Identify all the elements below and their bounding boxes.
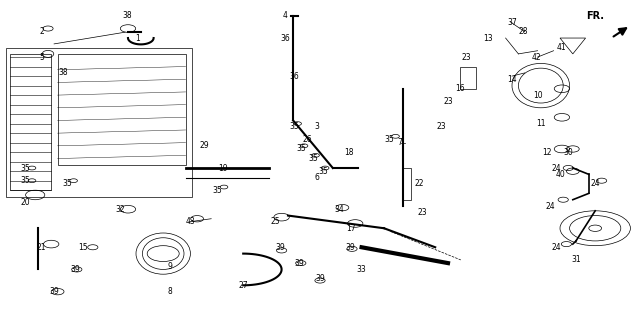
Text: 18: 18: [344, 148, 353, 157]
Text: 9: 9: [167, 262, 172, 271]
Text: 1: 1: [135, 34, 140, 42]
Text: 20: 20: [20, 198, 31, 207]
Text: 27: 27: [238, 281, 248, 290]
Text: 30: 30: [563, 148, 573, 157]
Text: 39: 39: [315, 275, 325, 283]
Text: 42: 42: [531, 53, 541, 61]
Text: 26: 26: [302, 135, 312, 144]
Text: 24: 24: [545, 202, 556, 210]
Bar: [58, 54, 186, 165]
Text: 35: 35: [212, 186, 223, 195]
Text: 40: 40: [555, 170, 565, 179]
Text: 29: 29: [200, 141, 210, 150]
Text: 24: 24: [552, 243, 562, 252]
Text: 35: 35: [20, 176, 31, 185]
Text: 35: 35: [296, 145, 306, 153]
Text: 2: 2: [39, 27, 44, 36]
Text: 41: 41: [557, 43, 567, 52]
Text: 32: 32: [115, 205, 125, 214]
Text: 37: 37: [507, 18, 517, 27]
Text: 17: 17: [346, 224, 356, 233]
Text: 21: 21: [37, 243, 46, 252]
Text: 39: 39: [49, 287, 60, 296]
Text: FR.: FR.: [586, 11, 604, 21]
Text: 19: 19: [218, 164, 228, 172]
Text: 7: 7: [397, 138, 403, 147]
Text: 5: 5: [39, 53, 44, 61]
Text: 28: 28: [519, 27, 528, 36]
Bar: [6, 48, 192, 197]
Text: 35: 35: [289, 122, 300, 131]
Text: 23: 23: [417, 208, 428, 217]
Text: 10: 10: [532, 91, 543, 100]
Text: 14: 14: [507, 75, 517, 84]
Text: 39: 39: [70, 265, 81, 274]
Text: 35: 35: [20, 164, 31, 172]
Text: 34: 34: [334, 205, 344, 214]
Text: 24: 24: [590, 179, 600, 188]
Text: 36: 36: [280, 34, 290, 42]
Text: 25: 25: [270, 217, 280, 226]
Text: 36: 36: [289, 72, 300, 81]
Text: 39: 39: [346, 243, 356, 252]
Text: 13: 13: [483, 34, 493, 42]
Text: 35: 35: [308, 154, 319, 163]
Text: 16: 16: [454, 84, 465, 93]
Text: 22: 22: [415, 179, 424, 188]
Text: 15: 15: [78, 243, 88, 252]
Text: 38: 38: [122, 11, 132, 20]
Text: 33: 33: [356, 265, 367, 274]
Text: 12: 12: [543, 148, 552, 157]
Text: 39: 39: [294, 259, 305, 268]
Text: 23: 23: [436, 122, 447, 131]
Text: 35: 35: [384, 135, 394, 144]
Bar: [10, 54, 51, 190]
Bar: [460, 67, 476, 89]
Bar: [402, 168, 411, 200]
Text: 11: 11: [536, 119, 545, 128]
Text: 24: 24: [552, 164, 562, 172]
Text: 39: 39: [275, 243, 285, 252]
Text: 23: 23: [443, 97, 453, 106]
Text: 3: 3: [314, 122, 319, 131]
Text: 43: 43: [186, 217, 196, 226]
Text: 31: 31: [571, 256, 581, 264]
Text: 23: 23: [461, 53, 471, 61]
Text: 4: 4: [282, 11, 287, 20]
Text: 35: 35: [62, 179, 72, 188]
Text: 35: 35: [318, 167, 328, 176]
Text: 6: 6: [314, 173, 319, 182]
Text: 38: 38: [58, 68, 68, 77]
Text: 8: 8: [167, 287, 172, 296]
